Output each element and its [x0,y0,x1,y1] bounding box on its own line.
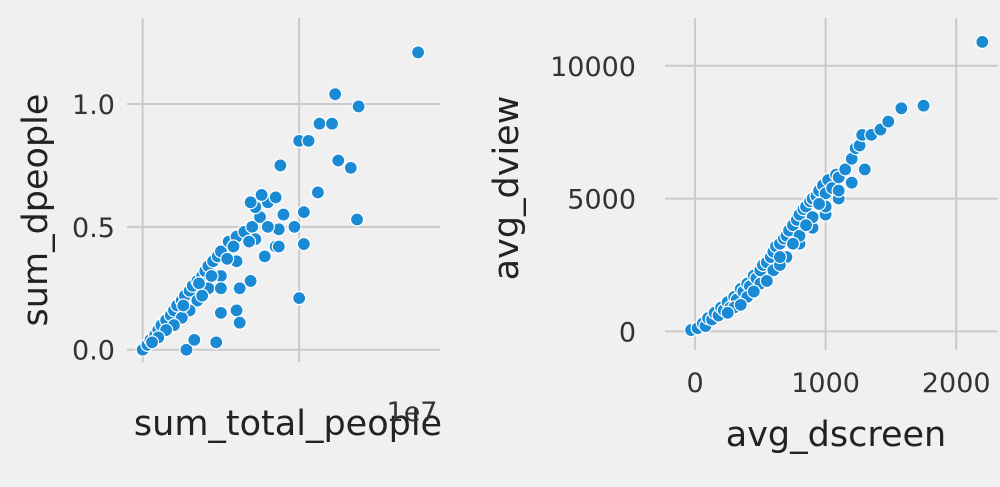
data-point [260,219,275,234]
data-point [232,281,247,296]
data-point [241,234,257,249]
data-point [785,236,801,251]
data-point [243,195,258,210]
data-point [301,133,316,148]
data-point [881,114,896,129]
data-point [328,87,343,102]
data-point [273,158,288,173]
data-point [857,162,872,177]
scatter-plot-right: 0 5000 10000 0 1000 2000 avg_dscreen avg_dvi… [487,18,998,455]
data-point [144,335,160,350]
data-point [187,332,202,347]
y-axis-label-right: avg_dview [487,96,527,281]
y-tick-labels-left: 0.0 0.5 1.0 [72,90,115,367]
x-offset-label-left: 1e7 [387,397,438,428]
data-point [209,335,224,350]
data-point [254,187,269,203]
data-point [310,185,326,200]
data-point [733,297,748,312]
data-point [759,273,774,289]
x-tick-label: 1000 [791,368,860,399]
y-tick-label: 0.0 [72,336,115,367]
data-point [213,305,228,320]
data-point [226,239,241,254]
x-tick-labels-right: 0 1000 2000 [686,368,990,399]
y-tick-label: 5000 [567,185,636,216]
data-point [287,219,302,234]
data-point [312,116,327,131]
data-point [296,205,311,220]
data-point [844,175,859,190]
data-point [271,239,286,254]
scatter-plot-left: 0.0 0.5 1.0 sum_total_people sum_dpeople 1… [16,18,442,444]
x-axis-label-right: avg_dscreen [726,415,946,455]
data-point [349,212,365,227]
y-tick-labels-right: 0 5000 10000 [550,52,636,349]
data-point [831,183,846,198]
y-tick-label: 0.5 [72,213,115,244]
points-left [135,45,426,357]
data-point [179,342,194,357]
data-point [292,291,307,306]
data-point [220,251,235,266]
data-point [276,207,291,222]
data-point [324,116,340,131]
data-point [176,298,191,313]
data-point [746,284,761,299]
data-point [838,162,853,177]
data-point [195,288,210,303]
gridlines-right [665,18,998,350]
data-point [343,160,358,175]
data-point [331,153,346,168]
data-point [232,315,247,330]
y-tick-label: 0 [619,317,636,348]
data-point [213,281,228,296]
data-point [191,276,207,291]
data-point [975,34,990,50]
data-point [916,98,931,113]
data-point [204,268,219,284]
data-point [410,45,426,60]
data-point [811,196,827,212]
points-right [684,34,990,338]
data-point [257,249,272,264]
x-tick-label: 2000 [922,368,991,399]
data-point [798,218,814,233]
data-point [229,303,244,318]
data-point [720,305,735,320]
data-point [351,99,366,114]
x-axis-label-left: sum_total_people [134,404,442,444]
data-point [268,190,283,205]
data-point [894,101,909,116]
data-point [772,249,788,265]
y-tick-label: 1.0 [72,90,115,121]
y-axis-label-left: sum_dpeople [16,94,56,327]
data-point [296,236,311,252]
y-tick-label: 10000 [550,52,636,83]
x-tick-label: 0 [686,368,703,399]
data-point [243,273,258,289]
